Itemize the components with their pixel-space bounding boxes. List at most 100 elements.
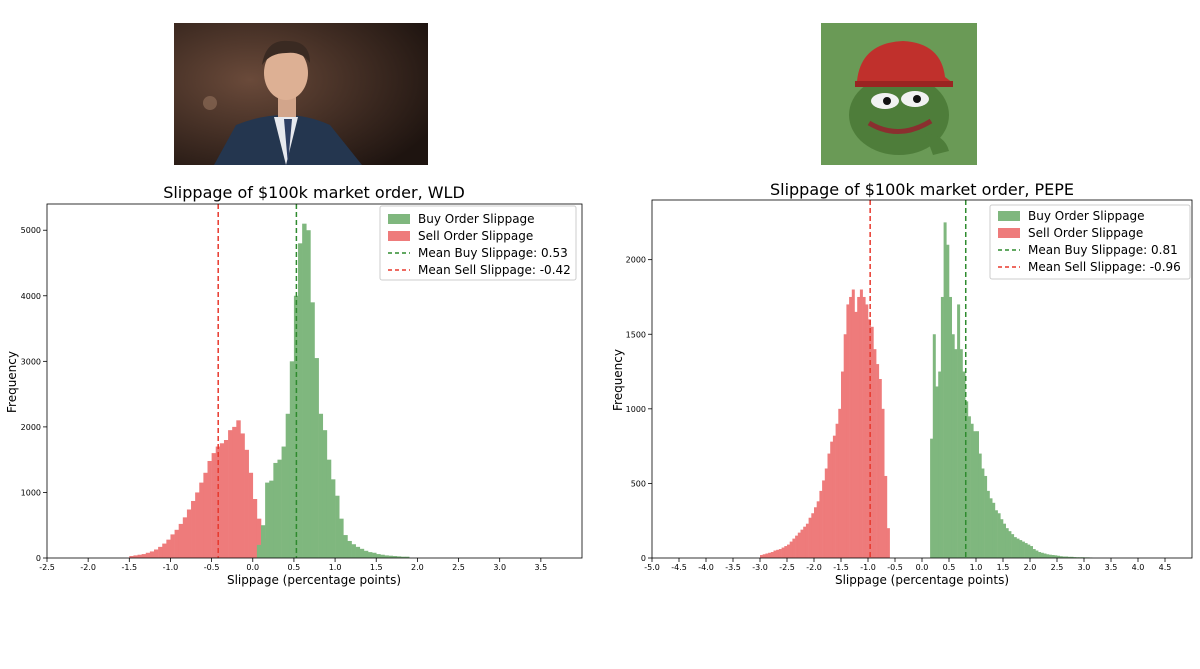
x-tick-label: 4.0 [1132,563,1145,572]
histogram-sell-bar [849,296,853,558]
histogram-sell-bar [776,549,780,558]
histogram-buy-bar [293,295,299,558]
histogram-sell-bar [876,364,880,558]
histogram-buy-bar [1019,540,1023,558]
x-tick-label: 2.5 [452,563,465,572]
histogram-buy-bar [1011,534,1015,558]
histogram-buy-bar [1021,541,1025,558]
histogram-sell-bar [808,517,812,558]
histogram-buy-bar [285,413,291,558]
histogram-buy-bar [938,371,942,558]
histogram-sell-bar [811,513,815,558]
histogram-sell-bar [835,423,839,558]
histogram-sell-bar [781,547,785,558]
legend-label-sell: Sell Order Slippage [418,229,533,243]
histogram-buy-bar [1043,553,1047,558]
legend-label-mean-sell: Mean Sell Slippage: -0.96 [1028,260,1181,274]
histogram-sell-bar [762,554,766,558]
histogram-buy-bar [1024,543,1028,558]
histogram-buy-bar [932,334,936,558]
x-tick-label: -3.5 [725,563,741,572]
x-tick-label: -2.5 [39,563,55,572]
histogram-buy-bar [957,304,961,558]
histogram-sell-bar [819,490,823,559]
histogram-buy-bar [930,438,934,558]
histogram-buy-bar [1030,546,1033,558]
histogram-sell-bar [182,517,188,558]
x-tick-label: 4.5 [1159,563,1172,572]
histogram-buy-bar [1054,555,1058,558]
histogram-buy-bar [384,555,389,558]
x-tick-label: 0.0 [916,563,929,572]
histogram-buy-bar [314,358,319,558]
histogram-buy-bar [1046,554,1050,558]
y-axis-label: Frequency [611,349,625,411]
histogram-sell-bar [211,453,217,558]
histogram-buy-bar [1016,538,1020,558]
histogram-sell-bar [768,552,772,558]
histogram-buy-bar [965,401,969,559]
histogram-buy-bar [347,540,352,558]
chart-title: Slippage of $100k market order, WLD [163,183,465,202]
histogram-buy-bar [269,480,274,558]
histogram-sell-bar [805,523,809,558]
photo-pepe-frog [821,23,977,165]
histogram-buy-bar [343,535,348,558]
histogram-sell-bar [878,379,882,558]
histogram-sell-bar [191,500,196,558]
x-tick-label: 0.0 [246,563,259,572]
histogram-buy-bar [368,552,373,558]
x-tick-label: -1.5 [833,563,849,572]
histogram-buy-bar [355,546,361,558]
histogram-buy-bar [1057,555,1060,558]
histogram-buy-bar [970,423,974,558]
histogram-buy-bar [289,361,295,558]
y-tick-label: 1500 [626,330,646,339]
x-tick-label: -0.5 [204,563,220,572]
chart-title: Slippage of $100k market order, PEPE [770,180,1074,199]
histogram-sell-bar [133,555,138,558]
histogram-buy-bar [1027,544,1031,558]
x-tick-label: -2.0 [806,563,822,572]
histogram-sell-bar [207,460,212,558]
histogram-buy-bar [940,296,944,558]
histogram-sell-bar [868,319,871,558]
histogram-sell-bar [841,371,844,558]
histogram-buy-bar [1048,554,1052,558]
x-tick-label: 2.0 [1024,563,1037,572]
x-tick-label: 0.5 [943,563,956,572]
histogram-sell-bar [149,551,155,558]
legend-label-sell: Sell Order Slippage [1028,226,1143,240]
histogram-sell-bar [141,554,147,558]
histogram-sell-bar [816,501,820,558]
histogram-buy-bar [306,230,311,558]
histogram-sell-bar [838,408,842,558]
legend-swatch-buy [388,214,410,224]
histogram-buy-bar [405,556,410,558]
x-tick-label: -3.0 [752,563,768,572]
histogram-sell-bar [195,492,200,558]
y-tick-label: 2000 [21,423,41,432]
x-tick-label: -2.0 [80,563,96,572]
legend-swatch-buy [998,211,1020,221]
histogram-buy-bar [1073,557,1077,558]
histogram-buy-bar [318,413,324,558]
histogram-sell-bar [199,482,204,558]
y-tick-label: 3000 [21,357,41,366]
x-axis-label: Slippage (percentage points) [835,573,1009,587]
histogram-buy-bar [281,446,286,558]
histogram-buy-bar [976,431,979,558]
histogram-sell-bar [232,426,237,558]
histogram-buy-bar [339,518,344,558]
histogram-buy-bar [396,556,402,558]
histogram-buy-bar [1067,556,1071,558]
histogram-sell-bar [822,480,826,558]
legend-label-buy: Buy Order Slippage [418,212,535,226]
histogram-sell-bar [830,441,834,558]
legend-swatch-sell [388,231,410,241]
histogram-buy-bar [256,544,262,558]
y-tick-label: 5000 [21,226,41,235]
histogram-sell-bar [854,311,858,559]
plot-frame [46,203,583,559]
histogram-sell-bar [789,541,793,558]
